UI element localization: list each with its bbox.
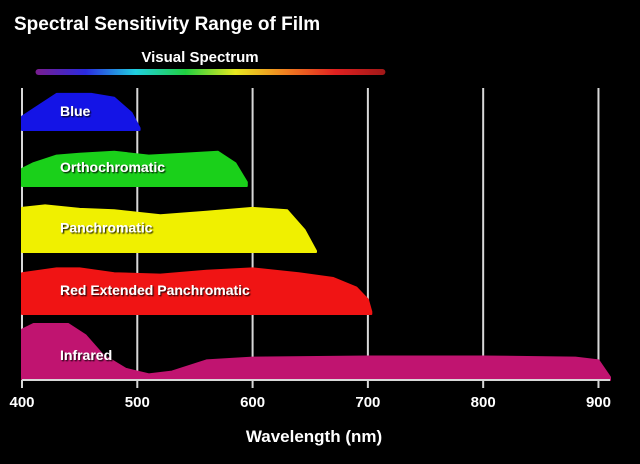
x-axis: 400 500 600 700 800 900 bbox=[9, 379, 611, 411]
visual-spectrum-bar bbox=[35, 69, 386, 75]
chart-subtitle: Visual Spectrum bbox=[141, 49, 258, 66]
x-tick-label-500: 500 bbox=[125, 394, 150, 411]
series-band-orthochromatic bbox=[21, 150, 248, 187]
series-label-infrared: Infrared bbox=[60, 347, 112, 363]
x-tick-label-900: 900 bbox=[586, 394, 611, 411]
x-tick-label-800: 800 bbox=[471, 394, 496, 411]
series-label-red-extended-panchromatic: Red Extended Panchromatic bbox=[60, 282, 250, 298]
series-layer: Blue Orthochromatic Panchromatic Red Extend… bbox=[21, 92, 611, 381]
series-band-red-extended-panchromatic bbox=[21, 267, 373, 315]
series-band-blue bbox=[21, 92, 141, 131]
x-tick-label-700: 700 bbox=[355, 394, 380, 411]
series-band-infrared bbox=[21, 323, 611, 381]
series-label-orthochromatic: Orthochromatic bbox=[60, 159, 165, 175]
chart-title: Spectral Sensitivity Range of Film bbox=[14, 14, 320, 35]
series-label-blue: Blue bbox=[60, 103, 91, 119]
series-label-panchromatic: Panchromatic bbox=[60, 220, 153, 236]
x-tick-label-600: 600 bbox=[240, 394, 265, 411]
x-axis-label: Wavelength (nm) bbox=[246, 427, 382, 446]
x-tick-label-400: 400 bbox=[9, 394, 34, 411]
series-band-panchromatic bbox=[21, 204, 317, 253]
